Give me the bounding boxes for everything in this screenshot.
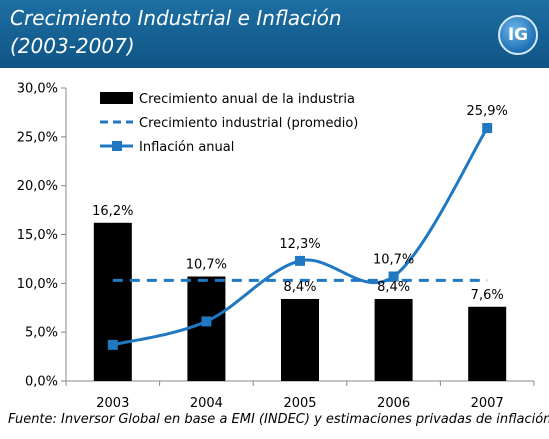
data-labels: 16,2% 10,7% 8,4% 8,4% 7,6% 3,7% 6,1% 12,3% 10,7%… xyxy=(92,104,508,375)
bar xyxy=(374,298,413,381)
inflation-marker xyxy=(482,123,493,134)
bar-data-label: 8,4% xyxy=(377,280,410,295)
inflation-series xyxy=(107,123,493,350)
bar-data-label: 7,6% xyxy=(471,288,504,303)
bar-data-label: 10,7% xyxy=(186,257,227,272)
source-note: Fuente: Inversor Global en base a EMI (I… xyxy=(8,412,549,427)
inflation-data-label: 3,7% xyxy=(96,360,129,375)
chart-title: Crecimiento Industrial e Inflación xyxy=(10,6,342,30)
inflation-marker xyxy=(295,255,305,266)
y-tick-label: 0,0% xyxy=(25,375,58,390)
x-tick-label: 2004 xyxy=(190,396,223,411)
inflation-line xyxy=(112,127,489,347)
inflation-marker xyxy=(201,316,212,327)
y-axis: 0,0% 5,0% 10,0% 15,0% 20,0% 25,0% 30,0% xyxy=(17,82,67,390)
bar-data-label: 8,4% xyxy=(283,280,316,295)
y-tick-label: 15,0% xyxy=(17,228,58,243)
legend-swatch-bar xyxy=(100,92,133,104)
y-tick-label: 25,0% xyxy=(17,130,58,145)
y-tick-label: 5,0% xyxy=(25,326,58,341)
header-banner: Crecimiento Industrial e Inflación (2003… xyxy=(0,0,549,68)
x-axis: 2003 2004 2005 2006 2007 xyxy=(65,380,535,411)
chart-subtitle: (2003-2007) xyxy=(10,34,135,58)
y-tick-label: 30,0% xyxy=(17,82,58,97)
bar xyxy=(468,306,507,381)
bar xyxy=(93,222,132,381)
inflation-data-label: 10,7% xyxy=(373,252,414,267)
inflation-marker xyxy=(107,339,118,350)
inflation-marker xyxy=(388,271,399,282)
inflation-data-label: 12,3% xyxy=(279,237,320,252)
chart-area: 0,0%5,0%10,0%15,0%20,0%25,0%30,0% 2003 20… xyxy=(17,82,535,411)
legend-label: Crecimiento anual de la industria xyxy=(139,92,355,107)
y-tick-label: 20,0% xyxy=(17,179,58,194)
bar xyxy=(187,276,226,381)
y-tick-label: 10,0% xyxy=(17,277,58,292)
legend-label: Crecimiento industrial (promedio) xyxy=(139,116,358,131)
legend: Crecimiento anual de la industria Crecimi… xyxy=(100,92,358,155)
x-tick-label: 2005 xyxy=(283,396,316,411)
x-tick-label: 2003 xyxy=(96,396,129,411)
bar-series xyxy=(93,222,507,381)
x-tick-label: 2006 xyxy=(377,396,410,411)
bar-data-label: 16,2% xyxy=(92,204,133,219)
ig-logo: IG xyxy=(498,15,538,55)
legend-label: Inflación anual xyxy=(139,140,234,155)
bar xyxy=(281,298,319,381)
x-tick-label: 2007 xyxy=(471,396,504,411)
legend-swatch-inflation-marker xyxy=(112,141,122,151)
inflation-data-label: 25,9% xyxy=(467,104,508,119)
inflation-data-label: 6,1% xyxy=(190,336,223,351)
